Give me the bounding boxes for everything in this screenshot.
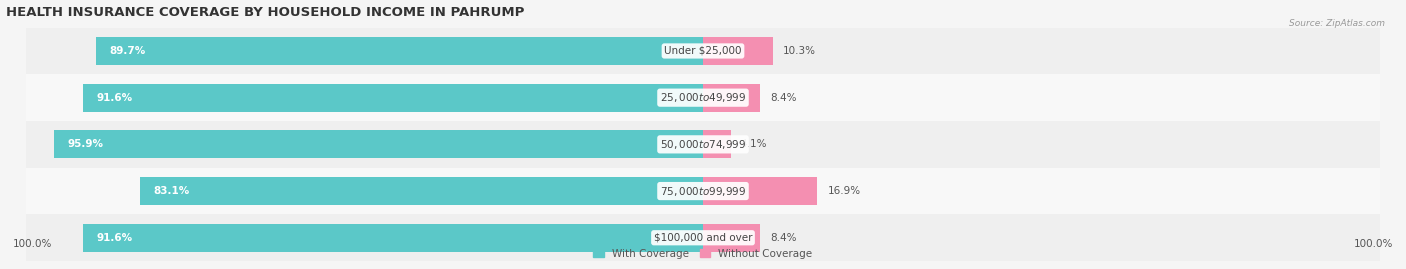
- Bar: [96, 37, 703, 65]
- Text: 83.1%: 83.1%: [153, 186, 190, 196]
- Bar: [25, 214, 1381, 261]
- Bar: [83, 84, 703, 112]
- Text: 91.6%: 91.6%: [96, 233, 132, 243]
- Text: $25,000 to $49,999: $25,000 to $49,999: [659, 91, 747, 104]
- Text: 8.4%: 8.4%: [770, 93, 797, 103]
- Bar: [703, 37, 773, 65]
- Text: Source: ZipAtlas.com: Source: ZipAtlas.com: [1289, 19, 1385, 28]
- Bar: [141, 177, 703, 205]
- Text: HEALTH INSURANCE COVERAGE BY HOUSEHOLD INCOME IN PAHRUMP: HEALTH INSURANCE COVERAGE BY HOUSEHOLD I…: [6, 6, 524, 19]
- Text: $75,000 to $99,999: $75,000 to $99,999: [659, 185, 747, 197]
- Text: 95.9%: 95.9%: [67, 139, 103, 149]
- Bar: [703, 84, 759, 112]
- Text: Under $25,000: Under $25,000: [664, 46, 742, 56]
- Text: 16.9%: 16.9%: [828, 186, 860, 196]
- Text: $100,000 and over: $100,000 and over: [654, 233, 752, 243]
- Text: 91.6%: 91.6%: [96, 93, 132, 103]
- Bar: [25, 121, 1381, 168]
- Text: 10.3%: 10.3%: [783, 46, 815, 56]
- Legend: With Coverage, Without Coverage: With Coverage, Without Coverage: [589, 245, 817, 263]
- Text: 100.0%: 100.0%: [1354, 239, 1393, 249]
- Bar: [25, 168, 1381, 214]
- Bar: [25, 28, 1381, 74]
- Text: 8.4%: 8.4%: [770, 233, 797, 243]
- Text: 100.0%: 100.0%: [13, 239, 52, 249]
- Bar: [83, 224, 703, 252]
- Bar: [25, 74, 1381, 121]
- Text: 89.7%: 89.7%: [110, 46, 145, 56]
- Text: 4.1%: 4.1%: [741, 139, 768, 149]
- Bar: [703, 224, 759, 252]
- Bar: [703, 177, 817, 205]
- Text: $50,000 to $74,999: $50,000 to $74,999: [659, 138, 747, 151]
- Bar: [703, 130, 731, 158]
- Bar: [53, 130, 703, 158]
